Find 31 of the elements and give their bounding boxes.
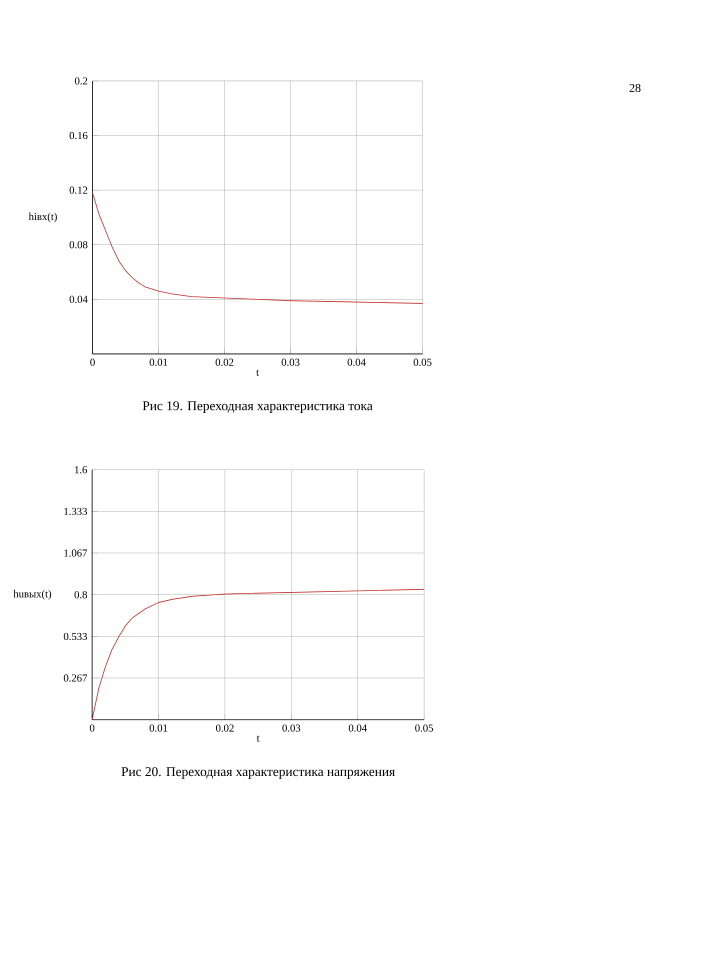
y-tick-label: 0.08 xyxy=(70,241,88,248)
x-tick-label: 0.03 xyxy=(282,724,300,732)
y-tick-label: 1.067 xyxy=(64,549,88,557)
y-tick-label: 0.16 xyxy=(70,132,88,140)
text: 28 xyxy=(630,84,641,92)
x-tick-label: 0.05 xyxy=(415,724,434,732)
x-tick-label: 0.01 xyxy=(150,724,168,732)
y-axis-title: huвых(t) xyxy=(13,590,52,600)
y-axis-title: hiвх(t) xyxy=(28,212,57,222)
x-tick-label: 0.04 xyxy=(348,724,367,732)
x-axis-title: t xyxy=(256,370,259,376)
text: Рис 19. Переходная характеристика тока xyxy=(142,401,373,413)
y-tick-label: 0.04 xyxy=(70,296,88,303)
x-tick-label: 0.04 xyxy=(348,358,366,366)
y-tick-label: 1.6 xyxy=(75,466,88,474)
x-tick-label: 0 xyxy=(90,358,95,366)
x-tick-label: 0 xyxy=(90,724,94,732)
x-tick-label: 0.05 xyxy=(414,358,432,366)
text: Рис 20. Переходная характеристика напряжения xyxy=(121,767,395,779)
x-tick-label: 0.02 xyxy=(216,358,234,366)
y-tick-label: 1.333 xyxy=(64,508,87,516)
x-tick-label: 0.03 xyxy=(282,358,300,366)
y-tick-label: 0.12 xyxy=(70,186,88,194)
y-tick-label: 0.267 xyxy=(64,674,88,682)
line-series xyxy=(92,192,423,304)
x-axis-title: t xyxy=(256,736,260,742)
x-tick-label: 0.02 xyxy=(216,724,234,732)
x-tick-label: 0.01 xyxy=(150,358,168,366)
y-tick-label: 0.2 xyxy=(74,77,88,85)
y-tick-label: 0.533 xyxy=(64,632,87,640)
y-tick-label: 0.8 xyxy=(74,591,88,598)
